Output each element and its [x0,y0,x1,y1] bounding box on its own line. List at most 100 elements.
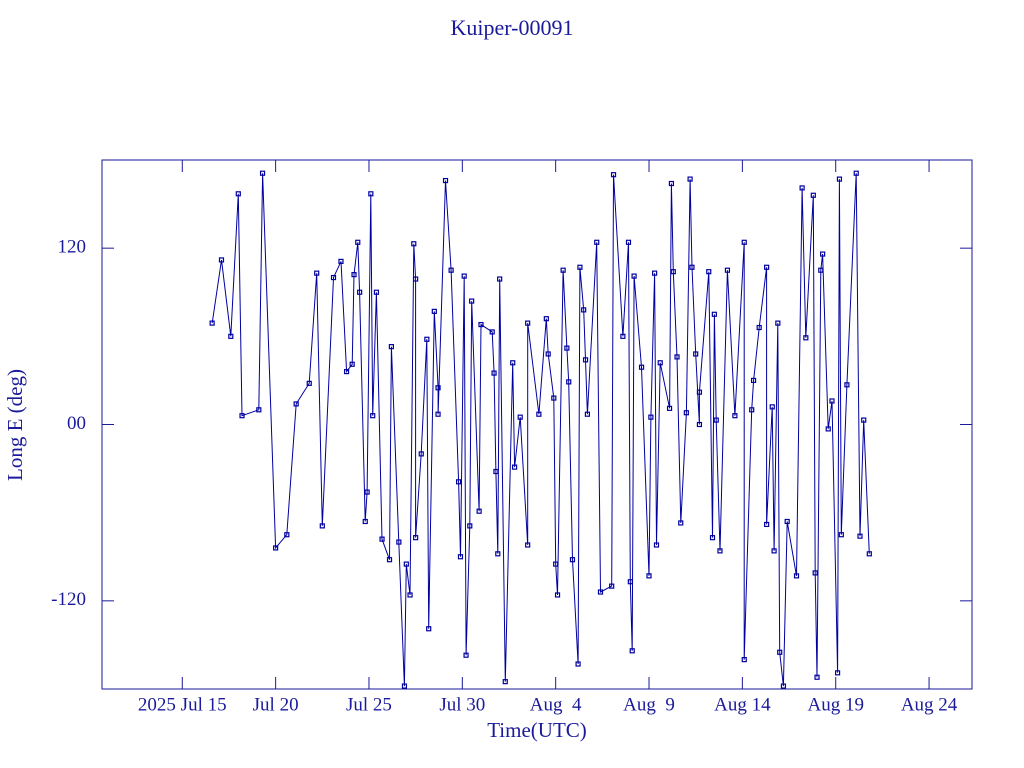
data-point [386,557,393,563]
data-point [218,257,225,263]
data-point [693,351,699,357]
data-point [564,345,570,351]
data-point [338,258,344,264]
data-point [724,267,731,273]
data-point [388,344,394,350]
y-tick-label: 120 [58,237,87,258]
data-point [407,592,413,598]
data-point [709,535,716,541]
data-point [638,364,645,370]
data-point [696,389,703,395]
data-point [545,351,551,357]
data-point [769,404,775,410]
data-point [461,273,467,279]
data-point [683,410,689,416]
data-point [814,674,820,680]
data-point [370,413,376,419]
data-point [424,336,430,342]
data-point [812,570,818,576]
data-point [689,264,695,270]
data-point [764,264,770,270]
data-point [696,421,703,428]
data-point [569,557,576,563]
data-point [597,589,604,595]
data-point [491,370,497,376]
data-point [780,683,787,689]
plot-area [209,170,872,689]
data-point [829,398,835,404]
data-point [493,468,499,475]
data-point [678,520,684,526]
data-point [652,270,658,276]
data-point [457,554,464,560]
data-point [838,532,844,538]
data-point [668,180,675,187]
data-point [306,380,312,386]
data-point [284,532,290,538]
data-point [577,264,583,270]
x-tick-label: Aug 9 [623,694,675,715]
data-point [793,573,800,579]
data-point [584,411,591,417]
data-point [497,276,503,282]
data-point [609,583,615,589]
data-point [431,308,437,314]
data-point [435,411,441,417]
data-point [713,417,719,423]
data-point [857,533,863,539]
data-point [379,536,385,542]
data-point [581,307,587,313]
data-point [771,548,777,554]
data-point [273,545,279,551]
data-point [553,561,559,567]
data-point [566,379,572,385]
data-point [351,272,357,278]
data-point [403,561,409,567]
data-point [764,521,770,528]
data-point [478,321,484,328]
data-point [750,377,757,384]
data-point [355,239,361,245]
data-point [554,592,561,598]
data-point [732,413,738,419]
data-point [711,311,717,317]
x-tick-label: 2025 Jul 15 [138,694,227,715]
data-point [648,414,654,420]
x-tick-label: Aug 19 [807,694,863,715]
x-tick-label: Jul 20 [253,694,299,715]
data-point [834,670,841,676]
data-point [435,385,441,391]
data-point [620,333,626,339]
data-point [495,551,501,557]
data-point [627,579,633,585]
data-point [536,411,542,417]
y-tick-label: 00 [67,413,86,434]
data-point [810,192,816,198]
data-point [560,267,566,273]
x-tick-label: Aug 24 [901,694,958,715]
data-point [373,289,380,295]
data-point [418,451,424,457]
data-line [211,173,870,687]
data-point [706,269,712,275]
data-point [510,360,516,366]
data-point [756,324,762,331]
data-point [853,170,859,176]
y-tick-label: -120 [51,589,86,610]
data-point [476,508,482,514]
data-point [239,413,245,419]
data-point [551,395,557,401]
data-point [349,361,355,367]
data-point [426,626,432,632]
data-point [401,683,408,689]
data-point [343,369,350,375]
data-point [625,239,632,245]
data-point [330,274,337,281]
data-point [467,523,473,529]
data-point [364,489,370,495]
data-point [629,648,635,654]
data-point [357,289,363,295]
data-point [777,649,783,655]
data-point [314,270,320,276]
